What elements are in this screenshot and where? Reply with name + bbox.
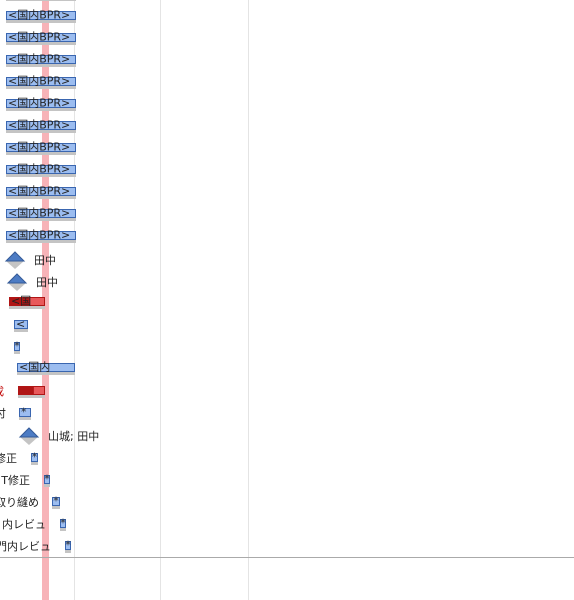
- task-name: 付: [0, 407, 6, 420]
- task-bar-shadow: [6, 238, 76, 243]
- milestone[interactable]: [18, 427, 40, 438]
- milestone-label: 田中: [34, 254, 56, 267]
- task-bar-progress: [10, 298, 30, 305]
- task-bar-text: <国内: [19, 360, 50, 374]
- today-line: [42, 0, 49, 600]
- task-bar-shadow: [6, 172, 76, 177]
- task-bar-text: *: [53, 495, 59, 508]
- task-bar[interactable]: [19, 408, 31, 417]
- task-bar-text: <国内BPR>: [8, 8, 70, 22]
- task-name: 取り縫め: [0, 495, 39, 509]
- task-name: 成: [0, 385, 4, 398]
- task-bar[interactable]: [65, 541, 71, 550]
- task-bar-text: <国内BPR>: [8, 118, 70, 132]
- task-bar[interactable]: [6, 165, 76, 174]
- task-bar[interactable]: [6, 33, 76, 42]
- task-bar[interactable]: [6, 55, 76, 64]
- task-bar-text: <: [16, 318, 25, 331]
- task-bar-shadow: [52, 504, 60, 509]
- task-bar-shadow: [6, 106, 76, 111]
- task-bar-text: <国内BPR>: [8, 206, 70, 220]
- task-bar-shadow: [31, 460, 38, 465]
- task-bar[interactable]: [17, 363, 75, 372]
- task-bar-text: *: [14, 340, 20, 353]
- task-bar[interactable]: [60, 519, 66, 528]
- task-bar-text: <国内BPR>: [8, 228, 70, 242]
- task-bar-progress: [19, 387, 34, 394]
- task-bar-shadow: [17, 370, 75, 375]
- milestone-shadow: [6, 261, 24, 269]
- milestone[interactable]: [6, 273, 28, 284]
- task-bar-text: <国内BPR>: [8, 140, 70, 154]
- task-bar-shadow: [65, 548, 71, 553]
- task-bar-text: *: [21, 406, 27, 419]
- task-bar-shadow: [14, 349, 20, 354]
- task-bar[interactable]: [6, 11, 76, 20]
- task-bar[interactable]: [52, 497, 60, 506]
- milestone-label: 山城; 田中: [48, 430, 99, 443]
- task-name: T修正: [0, 473, 30, 487]
- milestone-shadow: [8, 283, 26, 291]
- task-bar-text: <国内BPR>: [8, 96, 70, 110]
- task-bar-text: <国: [11, 295, 31, 308]
- milestone[interactable]: [4, 251, 26, 262]
- task-bar-shadow: [6, 18, 76, 23]
- task-bar[interactable]: [6, 209, 76, 218]
- task-bar[interactable]: [31, 453, 38, 462]
- task-bar[interactable]: [6, 77, 76, 86]
- task-bar-shadow: [44, 482, 50, 487]
- task-bar-text: <国内BPR>: [8, 184, 70, 198]
- task-bar[interactable]: [44, 475, 50, 484]
- task-bar-text: *: [65, 539, 71, 552]
- task-bar-text: *: [60, 517, 66, 530]
- task-bar[interactable]: [6, 99, 76, 108]
- milestone-shadow: [20, 437, 38, 445]
- task-bar-shadow: [6, 0, 76, 1]
- task-bar-text: <国内BPR>: [8, 52, 70, 66]
- task-bar-shadow: [19, 415, 31, 420]
- task-bar[interactable]: [6, 121, 76, 130]
- task-bar-shadow: [14, 327, 28, 332]
- task-bar-shadow: [6, 62, 76, 67]
- task-name: 修正: [0, 451, 17, 465]
- task-name: 内レビュ: [2, 517, 46, 531]
- task-bar-shadow: [6, 128, 76, 133]
- task-bar-shadow: [6, 40, 76, 45]
- task-bar-text: *: [44, 473, 50, 486]
- task-bar-shadow: [18, 393, 45, 398]
- task-bar-shadow: [6, 216, 76, 221]
- task-bar[interactable]: [14, 320, 28, 329]
- task-name: 門内レビュ: [0, 539, 51, 553]
- task-bar[interactable]: [6, 187, 76, 196]
- task-bar[interactable]: [6, 231, 76, 240]
- task-rows: <国内BPR> <国内BPR> <国内BPR> <国内BPR> <国内BPR> <国内BP…: [0, 0, 99, 553]
- task-bar-text: *: [32, 451, 38, 464]
- task-bar-text: <国内BPR>: [8, 74, 70, 88]
- task-bar[interactable]: [14, 342, 20, 351]
- task-bar-text: <国内BPR>: [8, 162, 70, 176]
- task-bar-shadow: [6, 150, 76, 155]
- task-bar[interactable]: [6, 143, 76, 152]
- task-bar-shadow: [9, 304, 45, 309]
- milestone-label: 田中: [36, 276, 58, 289]
- task-bar-shadow: [6, 84, 76, 89]
- task-bar-shadow: [60, 526, 66, 531]
- task-bar-text: <国内BPR>: [8, 30, 70, 44]
- task-bar-shadow: [6, 194, 76, 199]
